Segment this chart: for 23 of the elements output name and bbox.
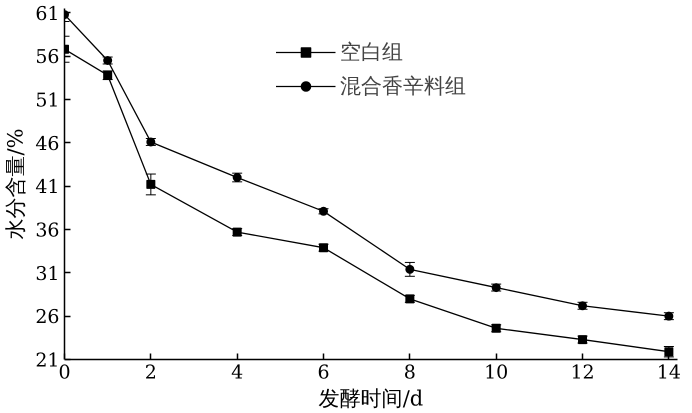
point: [405, 264, 414, 274]
y-tick-label: 21: [35, 350, 60, 372]
y-tick-label: 31: [35, 262, 60, 285]
y-tick-label: 56: [35, 46, 60, 68]
y-tick-label: 61: [35, 2, 60, 25]
x-tick-label: 14: [656, 362, 681, 384]
x-tick-label: 8: [404, 362, 416, 384]
x-tick-label: 4: [231, 362, 244, 384]
y-tick-label: 41: [35, 176, 60, 198]
y-tick-label: 36: [35, 220, 60, 242]
legend-label: 空白组: [340, 39, 403, 66]
x-tick-label: 2: [144, 362, 157, 384]
x-tick-label: 10: [484, 362, 508, 384]
point: [146, 180, 156, 189]
x-tick-label: 0: [58, 362, 71, 384]
x-tick-label: 6: [317, 362, 330, 384]
y-tick-label: 46: [35, 132, 60, 155]
x-axis-title: 发酵时间/d: [318, 386, 424, 410]
y-tick-label: 51: [35, 90, 60, 112]
x-tick-label: 12: [570, 362, 595, 384]
y-tick-label: 26: [35, 306, 60, 328]
legend-label: 混合香辛料组: [340, 73, 466, 100]
y-axis-title: 水分含量/%: [3, 128, 28, 240]
